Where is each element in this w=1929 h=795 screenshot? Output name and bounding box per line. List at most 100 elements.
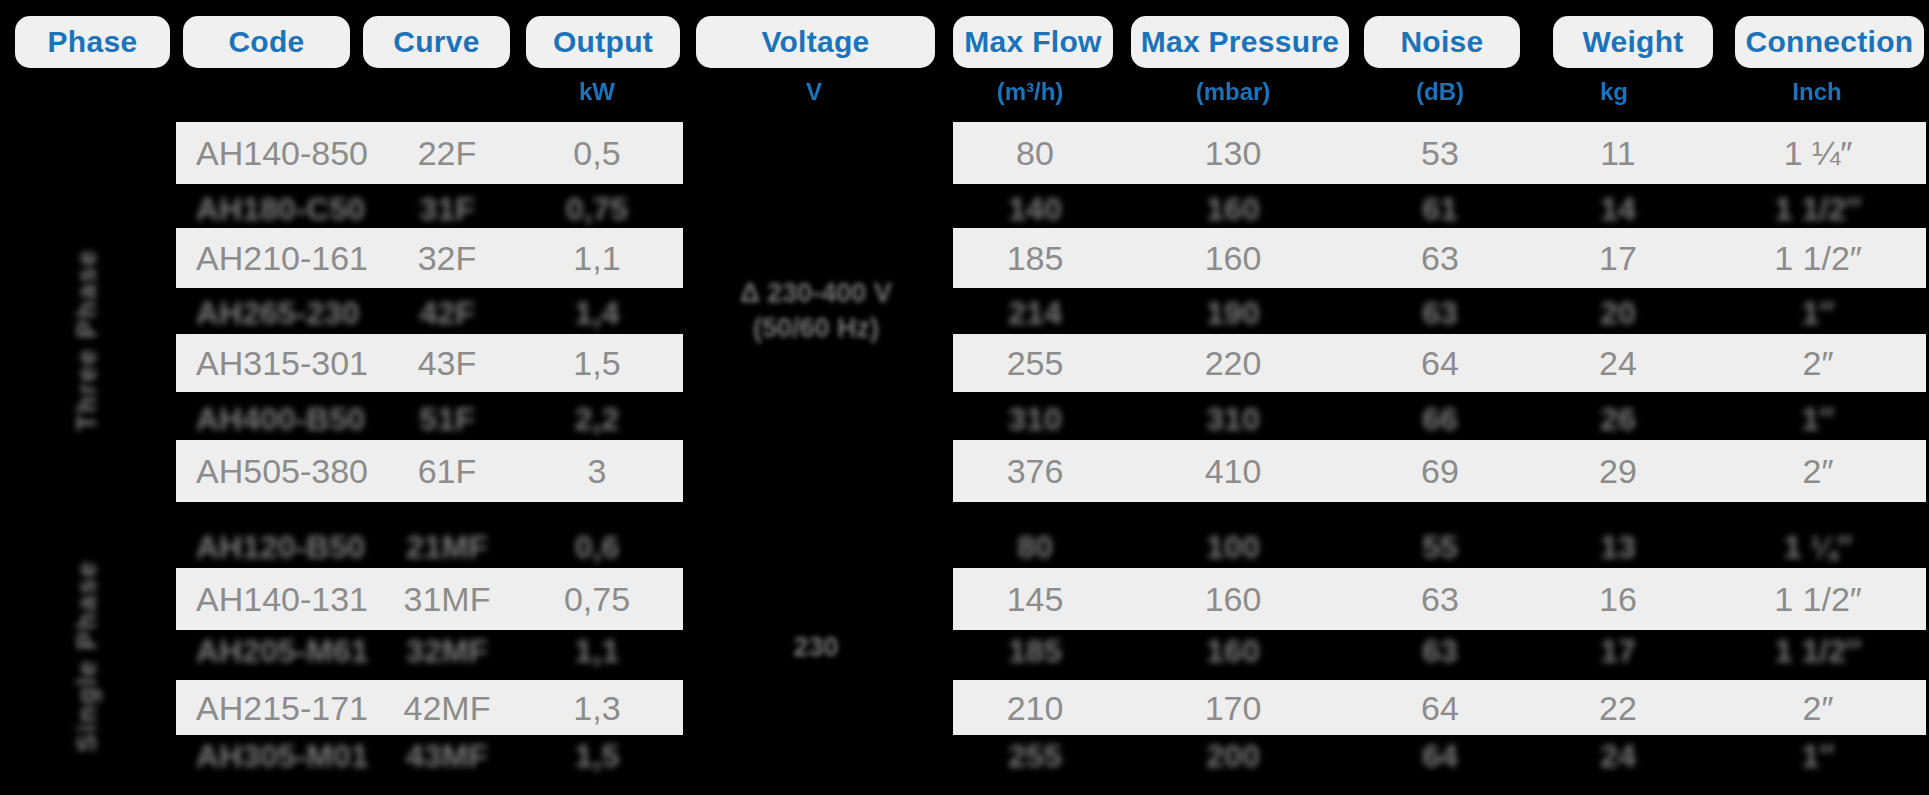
cell-connection: 2″ — [1733, 688, 1903, 727]
column-header-weight: Weight — [1553, 16, 1713, 68]
cell-weight: 24 — [1533, 738, 1703, 775]
cell-max_flow: 310 — [950, 401, 1120, 438]
cell-max_flow: 140 — [950, 191, 1120, 228]
cell-connection: 1 1/2″ — [1733, 191, 1903, 228]
cell-noise: 64 — [1355, 738, 1525, 775]
cell-noise: 63 — [1355, 633, 1525, 670]
spec-table: Phase Code Curve Output Voltage Max Flow… — [0, 0, 1929, 795]
cell-curve: 31F — [362, 191, 532, 228]
cell-curve: 31MF — [362, 580, 532, 619]
cell-max_flow: 145 — [950, 580, 1120, 619]
cell-output: 1,4 — [512, 295, 682, 332]
cell-noise: 66 — [1355, 401, 1525, 438]
cell-connection: 2″ — [1733, 452, 1903, 491]
cell-curve: 61F — [362, 452, 532, 491]
cell-max_flow: 255 — [950, 738, 1120, 775]
cell-max_flow: 255 — [950, 344, 1120, 383]
column-header-label: Code — [228, 25, 304, 59]
cell-connection: 1 ¼″ — [1733, 134, 1903, 173]
column-header-label: Connection — [1746, 25, 1914, 59]
cell-weight: 11 — [1533, 134, 1703, 173]
cell-output: 1,3 — [512, 688, 682, 727]
cell-max_flow: 185 — [950, 633, 1120, 670]
cell-connection: 1″ — [1733, 295, 1903, 332]
column-header-label: Weight — [1582, 25, 1683, 59]
cell-output: 1,5 — [512, 738, 682, 775]
column-header-label: Noise — [1400, 25, 1483, 59]
cell-max_pressure: 160 — [1148, 633, 1318, 670]
cell-code: AH205-M61 — [196, 633, 369, 670]
column-header-label: Phase — [48, 25, 138, 59]
cell-weight: 22 — [1533, 688, 1703, 727]
column-header-curve: Curve — [363, 16, 510, 68]
cell-max_flow: 214 — [950, 295, 1120, 332]
cell-code: AH400-B50 — [196, 401, 365, 438]
cell-weight: 26 — [1533, 401, 1703, 438]
cell-curve: 42F — [362, 295, 532, 332]
unit-noise: (dB) — [1416, 78, 1464, 106]
cell-weight: 14 — [1533, 191, 1703, 228]
cell-max_flow: 376 — [950, 452, 1120, 491]
cell-noise: 55 — [1355, 529, 1525, 566]
cell-weight: 20 — [1533, 295, 1703, 332]
cell-connection: 1 1/2″ — [1733, 633, 1903, 670]
column-header-max-flow: Max Flow — [953, 16, 1113, 68]
cell-output: 1,5 — [512, 344, 682, 383]
cell-output: 1,1 — [512, 239, 682, 278]
cell-curve: 51F — [362, 401, 532, 438]
unit-voltage: V — [806, 78, 822, 106]
cell-code: AH140-850 — [196, 134, 368, 173]
table-row: AH140-13131MF0,7514516063161 1/2″ — [0, 568, 1929, 630]
cell-max_pressure: 160 — [1148, 191, 1318, 228]
cell-curve: 43F — [362, 344, 532, 383]
column-header-label: Curve — [393, 25, 480, 59]
column-header-voltage: Voltage — [696, 16, 935, 68]
table-row: AH120-B5021MF0,68010055131 ¼″ — [0, 526, 1929, 568]
column-header-connection: Connection — [1735, 16, 1924, 68]
cell-noise: 53 — [1355, 134, 1525, 173]
cell-code: AH180-C50 — [196, 191, 365, 228]
column-header-noise: Noise — [1364, 16, 1520, 68]
cell-curve: 32F — [362, 239, 532, 278]
cell-max_pressure: 220 — [1148, 344, 1318, 383]
cell-output: 2,2 — [512, 401, 682, 438]
cell-noise: 63 — [1355, 239, 1525, 278]
cell-curve: 21MF — [362, 529, 532, 566]
unit-max-flow: (m³/h) — [997, 78, 1064, 106]
cell-noise: 63 — [1355, 295, 1525, 332]
column-header-label: Max Flow — [964, 25, 1101, 59]
column-header-label: Output — [553, 25, 653, 59]
cell-max_pressure: 200 — [1148, 738, 1318, 775]
cell-max_pressure: 310 — [1148, 401, 1318, 438]
cell-output: 0,75 — [512, 191, 682, 228]
column-header-phase: Phase — [15, 16, 170, 68]
cell-noise: 61 — [1355, 191, 1525, 228]
cell-max_pressure: 410 — [1148, 452, 1318, 491]
cell-max_pressure: 130 — [1148, 134, 1318, 173]
cell-max_flow: 80 — [950, 134, 1120, 173]
cell-output: 3 — [512, 452, 682, 491]
cell-noise: 69 — [1355, 452, 1525, 491]
cell-connection: 1 1/2″ — [1733, 580, 1903, 619]
cell-weight: 17 — [1533, 633, 1703, 670]
cell-connection: 1 ¼″ — [1733, 529, 1903, 566]
cell-output: 0,75 — [512, 580, 682, 619]
table-row: AH215-17142MF1,321017064222″ — [0, 680, 1929, 735]
column-header-label: Voltage — [761, 25, 869, 59]
cell-max_pressure: 100 — [1148, 529, 1318, 566]
cell-max_flow: 210 — [950, 688, 1120, 727]
table-row: AH315-30143F1,525522064242″ — [0, 334, 1929, 392]
cell-code: AH140-131 — [196, 580, 368, 619]
cell-weight: 16 — [1533, 580, 1703, 619]
cell-output: 0,5 — [512, 134, 682, 173]
cell-noise: 64 — [1355, 344, 1525, 383]
cell-code: AH210-161 — [196, 239, 368, 278]
table-row: AH140-85022F0,58013053111 ¼″ — [0, 122, 1929, 184]
table-row: AH505-38061F337641069292″ — [0, 440, 1929, 502]
column-header-label: Max Pressure — [1141, 25, 1340, 59]
table-row: AH265-23042F1,421419063201″ — [0, 292, 1929, 334]
cell-max_pressure: 160 — [1148, 239, 1318, 278]
cell-weight: 29 — [1533, 452, 1703, 491]
table-row: AH205-M6132MF1,118516063171 1/2″ — [0, 630, 1929, 672]
cell-connection: 1″ — [1733, 738, 1903, 775]
